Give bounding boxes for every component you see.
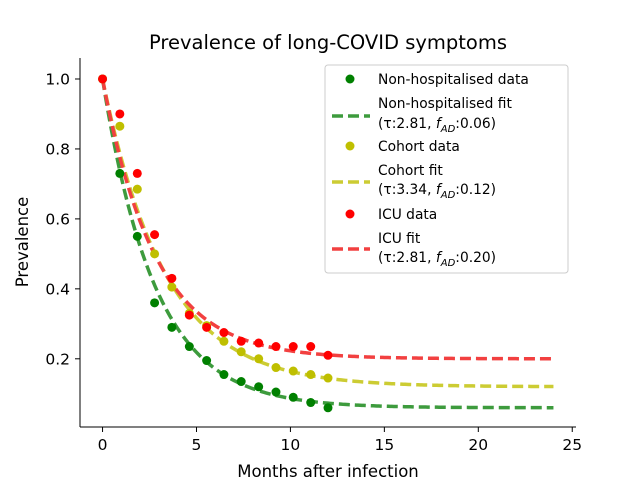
data-point-2: [323, 373, 333, 383]
x-tick-label: 15: [374, 436, 394, 454]
data-point-2: [254, 354, 264, 364]
plot-area: [98, 74, 554, 413]
data-point-4: [219, 328, 229, 338]
data-point-4: [254, 338, 264, 348]
data-point-2: [115, 121, 125, 131]
data-point-4: [167, 273, 177, 283]
legend-params-nonhosp-fit: (τ:2.81, fAD:0.06): [378, 116, 496, 135]
y-tick-label: 0.2: [45, 350, 70, 368]
legend-marker-nonhosp-data: [345, 74, 355, 84]
data-point-0: [236, 377, 246, 387]
data-point-2: [167, 282, 177, 292]
chart-title: Prevalence of long-COVID symptoms: [149, 31, 507, 54]
legend-label-cohort-fit: Cohort fit: [378, 163, 443, 179]
data-point-0: [323, 403, 333, 413]
legend-fad-cohort: 0.12: [460, 182, 491, 198]
data-point-2: [219, 336, 229, 346]
legend-marker-icu-data: [345, 209, 355, 219]
x-tick-label: 0: [98, 436, 108, 454]
data-point-2: [306, 370, 316, 380]
legend-fad-nonhosp: 0.06: [460, 116, 491, 132]
y-tick-label: 0.6: [45, 210, 70, 228]
data-point-4: [115, 109, 125, 119]
data-point-4: [132, 168, 142, 178]
data-point-4: [271, 342, 281, 352]
data-point-2: [132, 184, 142, 194]
fit-line-5: [100, 78, 554, 361]
legend-label-nonhosp-data: Non-hospitalised data: [378, 72, 529, 88]
x-tick-label: 5: [192, 436, 202, 454]
y-axis-ticks: 0.2 0.4 0.6 0.8 1.0: [45, 70, 80, 368]
data-point-0: [167, 322, 177, 332]
legend-frame: [324, 64, 569, 274]
y-tick-label: 1.0: [45, 70, 70, 88]
data-point-0: [219, 370, 229, 380]
legend-label-icu-fit: ICU fit: [378, 231, 421, 247]
legend-label-cohort-data: Cohort data: [378, 139, 460, 155]
x-tick-label: 10: [281, 436, 301, 454]
legend-tau-icu: 2.81: [396, 250, 427, 266]
data-point-4: [98, 74, 108, 84]
fit-line-1: [100, 78, 554, 410]
data-point-0: [202, 356, 212, 366]
x-tick-label: 20: [468, 436, 488, 454]
y-axis-label: Prevalence: [13, 197, 32, 288]
data-point-2: [271, 363, 281, 373]
data-point-0: [254, 382, 264, 392]
x-tick-label: 25: [562, 436, 582, 454]
x-axis-ticks: 0 5 10 15 20 25: [98, 427, 582, 454]
data-point-2: [150, 249, 160, 259]
data-point-0: [184, 342, 194, 352]
legend-marker-cohort-data: [345, 141, 355, 151]
legend: Non-hospitalised data Non-hospitalised f…: [324, 64, 569, 274]
data-point-4: [184, 310, 194, 320]
data-point-4: [202, 322, 212, 332]
y-tick-label: 0.4: [45, 280, 70, 298]
data-point-4: [150, 230, 160, 240]
data-point-2: [236, 347, 246, 357]
data-point-2: [288, 366, 298, 376]
legend-label-icu-data: ICU data: [378, 207, 437, 223]
data-point-4: [323, 350, 333, 360]
data-point-0: [150, 298, 160, 308]
y-tick-label: 0.8: [45, 140, 70, 158]
legend-fad-icu: 0.20: [460, 250, 491, 266]
data-point-0: [288, 392, 298, 402]
data-point-0: [306, 398, 316, 408]
legend-tau-nonhosp: 2.81: [396, 116, 427, 132]
data-point-0: [115, 168, 125, 178]
legend-params-icu-fit: (τ:2.81, fAD:0.20): [378, 250, 496, 269]
legend-tau-cohort: 3.34: [396, 182, 427, 198]
legend-params-cohort-fit: (τ:3.34, fAD:0.12): [378, 182, 496, 201]
data-point-4: [306, 342, 316, 352]
data-point-0: [132, 231, 142, 241]
data-point-4: [288, 342, 298, 352]
data-point-0: [271, 387, 281, 397]
data-point-4: [236, 336, 246, 346]
x-axis-label: Months after infection: [237, 462, 419, 480]
legend-label-nonhosp-fit: Non-hospitalised fit: [378, 96, 512, 112]
